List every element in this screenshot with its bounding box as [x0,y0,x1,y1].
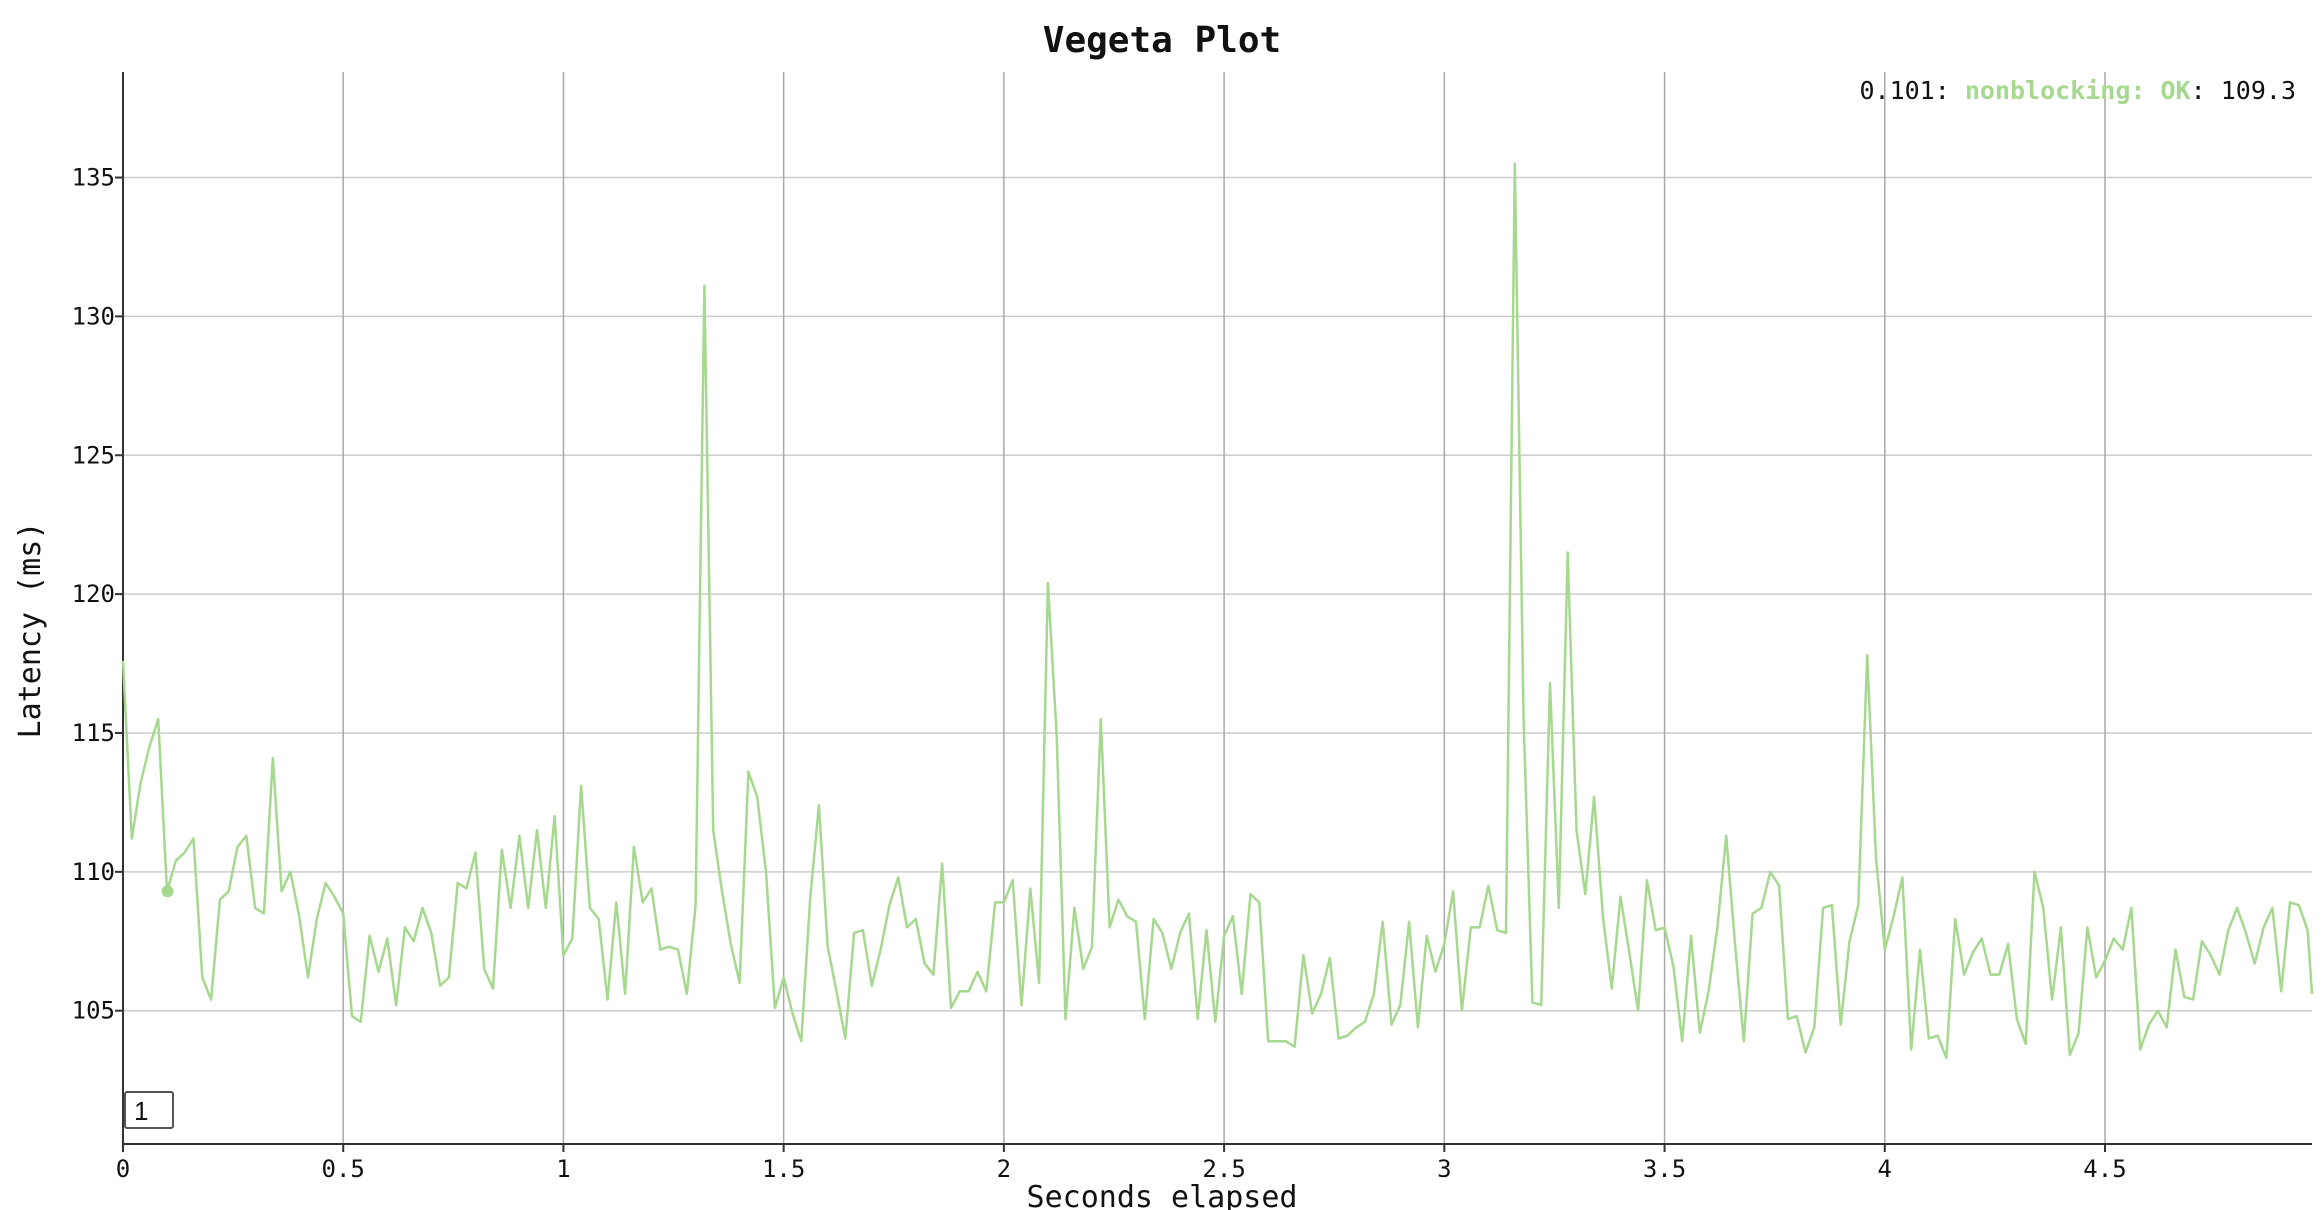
legend-sep-1: : [1935,76,1965,105]
x-tick-label: 4 [1878,1155,1892,1183]
x-tick-label: 2.5 [1202,1155,1245,1183]
legend-series-label: nonblocking: OK [1965,76,2191,105]
legend-readout: 0.101: nonblocking: OK: 109.3 [1859,76,2296,105]
legend-y-value: 109.3 [2221,76,2296,105]
x-tick-label: 2 [997,1155,1011,1183]
y-tick-label: 135 [72,164,115,192]
y-tick-label: 125 [72,441,115,469]
x-tick-label: 3.5 [1643,1155,1686,1183]
legend-x-value: 0.101 [1859,76,1934,105]
x-tick-label: 1 [556,1155,570,1183]
legend-sep-2: : [2191,76,2221,105]
x-tick-label: 3 [1437,1155,1451,1183]
x-tick-label: 4.5 [2083,1155,2126,1183]
x-tick-label: 1.5 [762,1155,805,1183]
y-tick-label: 110 [72,858,115,886]
series-layer [121,162,2314,1060]
x-tick-labels: 0 0.5 1 1.5 2 2.5 3 3.5 4 4.5 [116,1155,2127,1183]
x-tick-label: 0.5 [322,1155,365,1183]
y-axis-label: Latency (ms) [13,522,48,739]
highlight-point [161,885,174,898]
y-tick-label: 120 [72,580,115,608]
y-tick-label: 130 [72,302,115,330]
y-tick-labels: 105 110 115 120 125 130 135 [72,164,115,1025]
series-line-nonblocking-ok [121,162,2314,1060]
y-tick-label: 115 [72,719,115,747]
grid-lines [123,72,2312,1144]
axes [115,72,2312,1152]
x-axis-label: Seconds elapsed [1027,1180,1298,1210]
x-tick-label: 0 [116,1155,130,1183]
roll-period-input[interactable]: 1 [124,1091,174,1129]
y-tick-label: 105 [72,997,115,1025]
chart-title: Vegeta Plot [1043,20,1281,61]
